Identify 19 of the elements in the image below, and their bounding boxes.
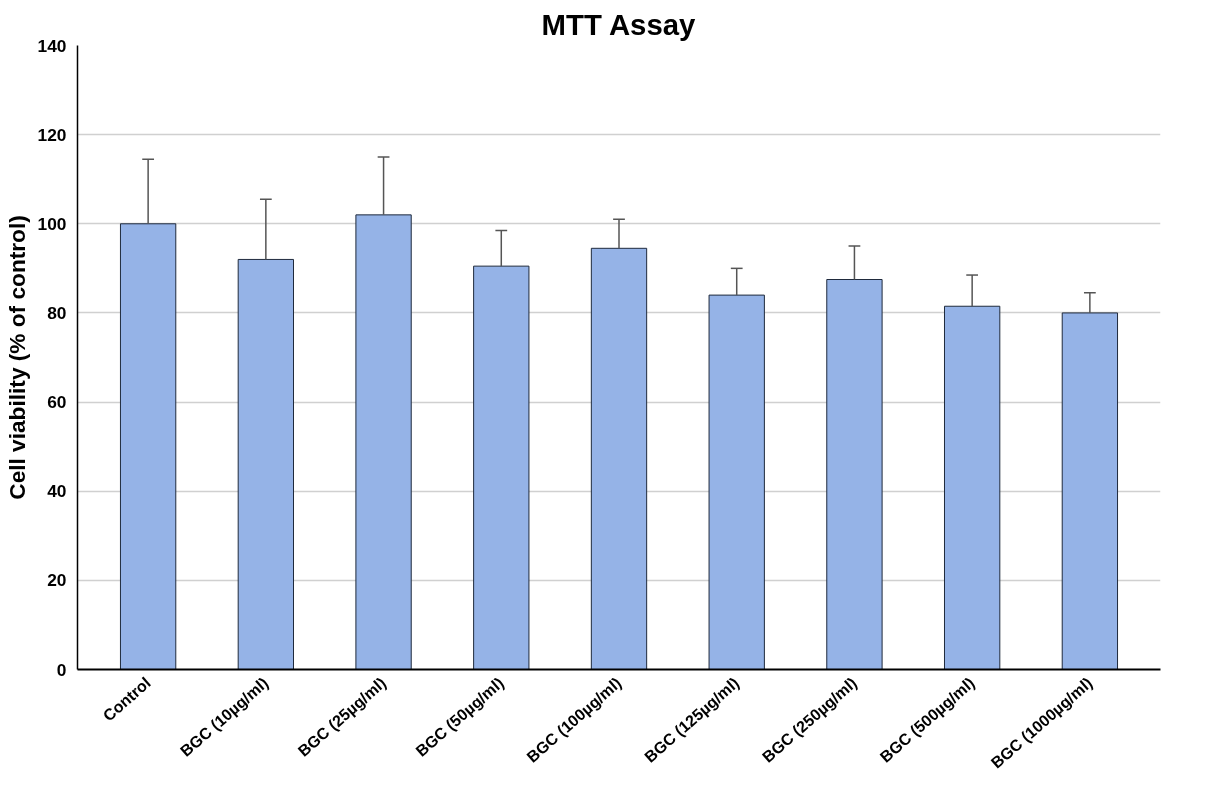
bar	[473, 265, 530, 670]
chart-title: MTT Assay	[541, 7, 697, 41]
bar	[1061, 312, 1119, 670]
y-tick-label: 80	[47, 302, 67, 323]
bar	[943, 305, 1001, 670]
y-tick-label: 140	[37, 35, 67, 56]
bar	[237, 258, 295, 670]
y-tick-label: 0	[56, 659, 67, 680]
bar	[119, 223, 177, 670]
bar	[708, 294, 765, 670]
y-tick-label: 100	[37, 213, 67, 234]
y-tick-label: 20	[47, 570, 67, 591]
y-axis-title: Cell viability (% of control)	[3, 215, 30, 500]
y-tick-label: 60	[47, 392, 67, 413]
bar	[826, 279, 883, 670]
bar	[355, 214, 412, 670]
y-tick-label: 40	[47, 481, 67, 502]
bar	[590, 247, 648, 670]
y-tick-label: 120	[37, 124, 67, 145]
